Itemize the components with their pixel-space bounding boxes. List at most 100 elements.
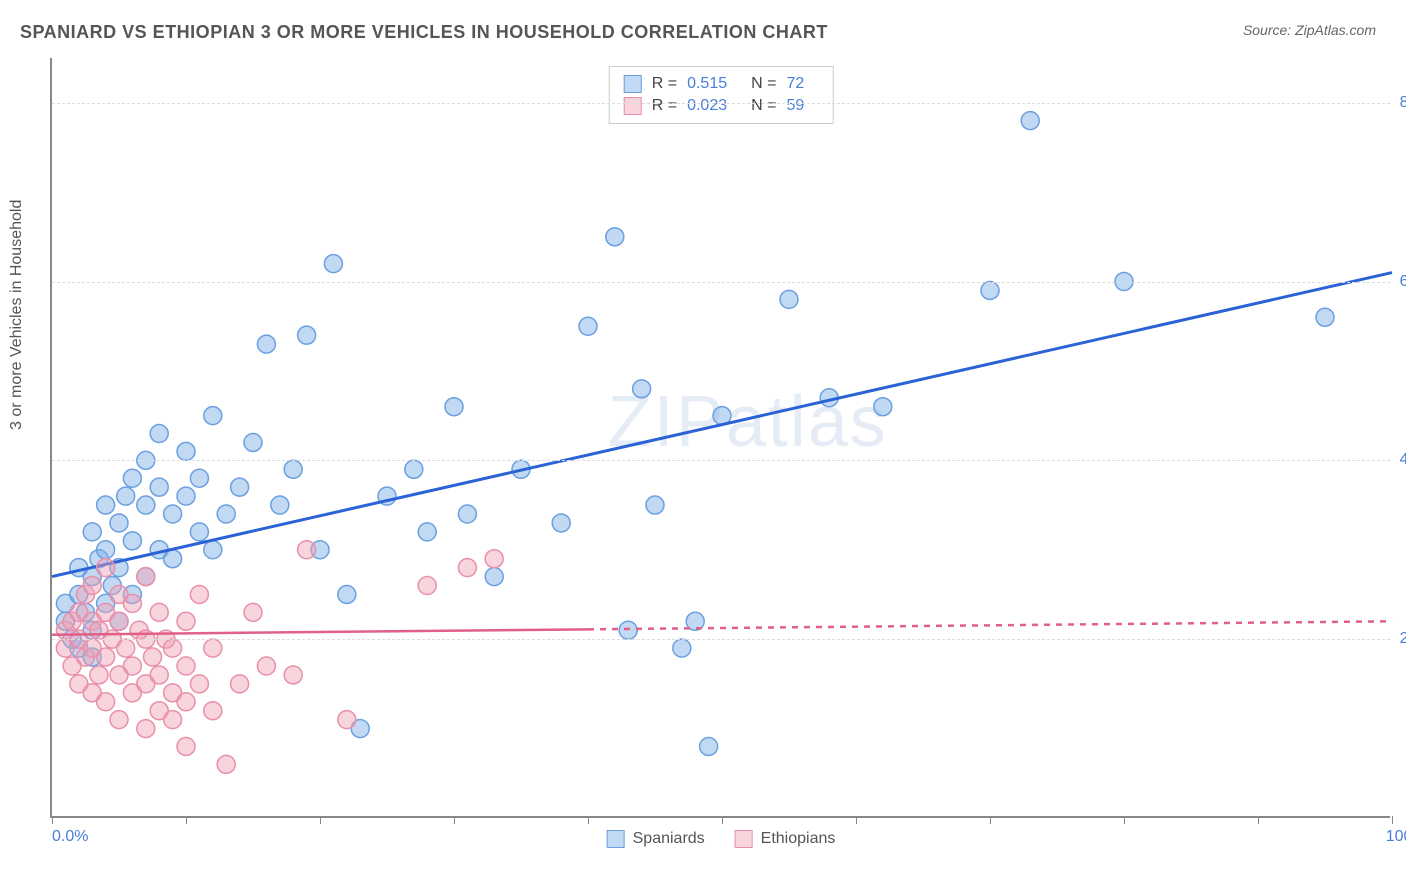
y-axis-tick-label: 60.0% (1400, 273, 1406, 291)
scatter-point (619, 621, 637, 639)
scatter-point (190, 523, 208, 541)
scatter-point (485, 550, 503, 568)
scatter-point (981, 281, 999, 299)
legend-label-spaniards: Spaniards (633, 830, 705, 848)
scatter-point (418, 577, 436, 595)
r-label: R = (652, 75, 677, 93)
r-value-ethiopians: 0.023 (687, 97, 727, 115)
r-label: R = (652, 97, 677, 115)
scatter-point (284, 460, 302, 478)
scatter-point (190, 585, 208, 603)
scatter-point (405, 460, 423, 478)
scatter-point (458, 559, 476, 577)
scatter-point (177, 657, 195, 675)
legend-top: R = 0.515 N = 72 R = 0.023 N = 59 (609, 66, 834, 124)
scatter-point (110, 711, 128, 729)
scatter-point (137, 496, 155, 514)
x-axis-tick (52, 816, 53, 824)
scatter-point (83, 577, 101, 595)
scatter-point (579, 317, 597, 335)
scatter-point (780, 290, 798, 308)
scatter-point (231, 675, 249, 693)
scatter-point (123, 594, 141, 612)
scatter-point (150, 603, 168, 621)
scatter-point (150, 666, 168, 684)
x-axis-tick (1258, 816, 1259, 824)
x-axis-tick (856, 816, 857, 824)
scatter-point (324, 255, 342, 273)
scatter-point (137, 568, 155, 586)
scatter-point (117, 487, 135, 505)
scatter-point (177, 612, 195, 630)
n-value-spaniards: 72 (786, 75, 804, 93)
scatter-point (231, 478, 249, 496)
scatter-point (874, 398, 892, 416)
scatter-point (164, 639, 182, 657)
scatter-point (606, 228, 624, 246)
scatter-point (204, 407, 222, 425)
scatter-point (338, 711, 356, 729)
scatter-point (673, 639, 691, 657)
scatter-point (123, 657, 141, 675)
x-axis-tick (454, 816, 455, 824)
trend-line (52, 273, 1392, 577)
scatter-point (257, 657, 275, 675)
scatter-point (700, 737, 718, 755)
scatter-point (418, 523, 436, 541)
scatter-point (204, 702, 222, 720)
scatter-point (445, 398, 463, 416)
scatter-point (164, 505, 182, 523)
scatter-point (284, 666, 302, 684)
gridline (52, 103, 1390, 104)
scatter-point (338, 585, 356, 603)
legend-bottom-spaniards: Spaniards (607, 830, 705, 848)
gridline (52, 639, 1390, 640)
gridline (52, 282, 1390, 283)
scatter-point (110, 514, 128, 532)
scatter-point (271, 496, 289, 514)
x-axis-tick (186, 816, 187, 824)
legend-swatch-ethiopians (624, 97, 642, 115)
scatter-point (458, 505, 476, 523)
scatter-point (150, 425, 168, 443)
scatter-point (552, 514, 570, 532)
legend-bottom: Spaniards Ethiopians (607, 830, 836, 848)
scatter-point (90, 666, 108, 684)
scatter-chart: ZIPatlas R = 0.515 N = 72 R = 0.023 N = … (50, 58, 1390, 818)
x-axis-tick (1392, 816, 1393, 824)
scatter-point (137, 720, 155, 738)
scatter-point (244, 433, 262, 451)
scatter-point (83, 523, 101, 541)
scatter-point (217, 755, 235, 773)
scatter-point (177, 737, 195, 755)
scatter-point (633, 380, 651, 398)
legend-top-row-ethiopians: R = 0.023 N = 59 (624, 95, 819, 117)
scatter-point (164, 550, 182, 568)
scatter-point (177, 442, 195, 460)
scatter-point (177, 693, 195, 711)
scatter-point (217, 505, 235, 523)
legend-top-row-spaniards: R = 0.515 N = 72 (624, 73, 819, 95)
scatter-point (123, 469, 141, 487)
scatter-point (1316, 308, 1334, 326)
n-label: N = (751, 75, 776, 93)
x-axis-tick (990, 816, 991, 824)
scatter-point (298, 541, 316, 559)
scatter-point (257, 335, 275, 353)
r-value-spaniards: 0.515 (687, 75, 727, 93)
scatter-point (110, 612, 128, 630)
scatter-point (97, 693, 115, 711)
legend-swatch-spaniards-bottom (607, 830, 625, 848)
scatter-point (646, 496, 664, 514)
scatter-point (97, 559, 115, 577)
y-axis-title: 3 or more Vehicles in Household (8, 200, 26, 430)
scatter-point (123, 532, 141, 550)
scatter-point (190, 469, 208, 487)
legend-bottom-ethiopians: Ethiopians (735, 830, 836, 848)
gridline (52, 460, 1390, 461)
scatter-point (298, 326, 316, 344)
x-axis-tick (1124, 816, 1125, 824)
x-axis-tick (722, 816, 723, 824)
n-label: N = (751, 97, 776, 115)
scatter-point (97, 648, 115, 666)
